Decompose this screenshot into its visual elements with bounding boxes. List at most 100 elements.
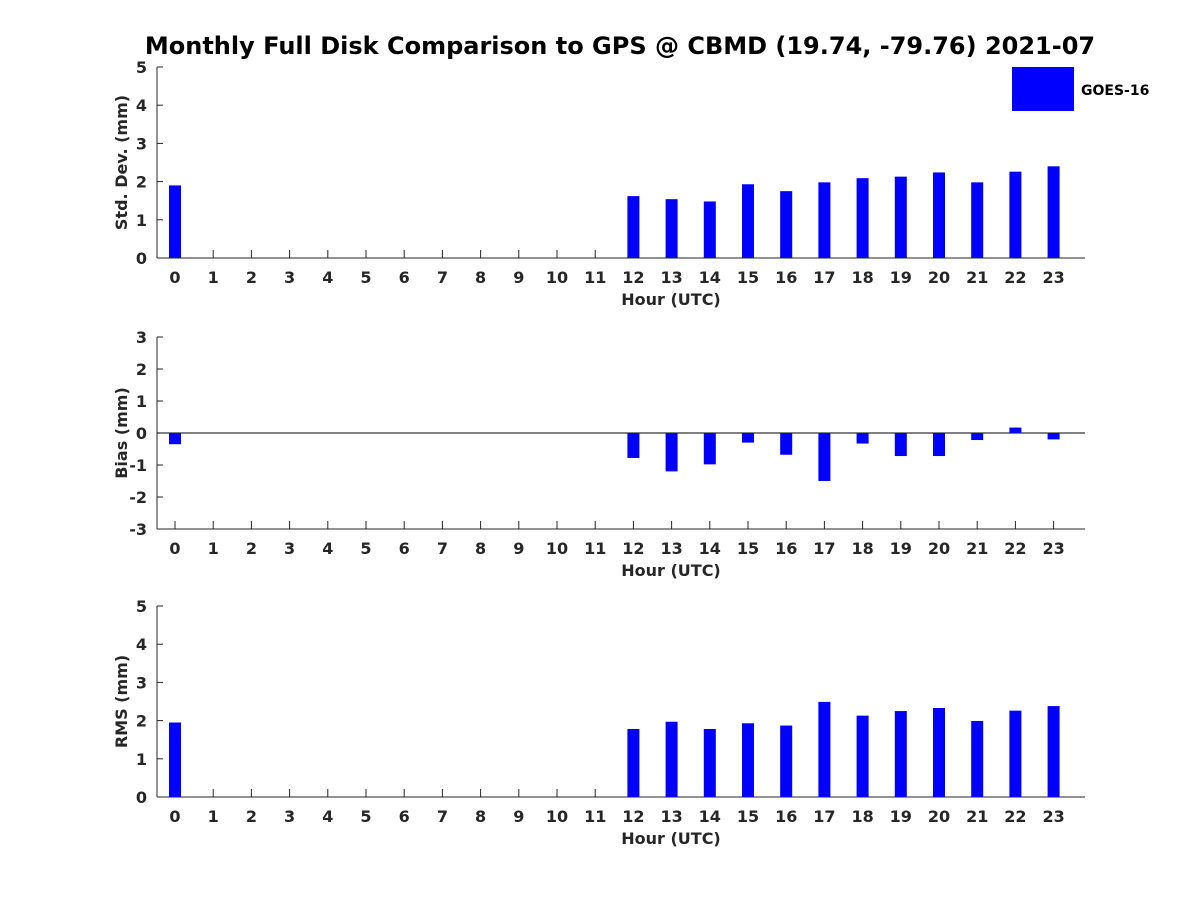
legend: GOES-16	[1012, 67, 1149, 111]
y-tick-label: 4	[136, 635, 147, 654]
legend-label: GOES-16	[1081, 83, 1149, 99]
x-tick-label: 1	[208, 268, 219, 287]
x-tick-label: 16	[775, 807, 797, 826]
bar	[742, 723, 754, 797]
x-tick-label: 9	[513, 539, 524, 558]
x-tick-label: 21	[966, 539, 988, 558]
y-tick-label: 0	[136, 424, 147, 443]
x-tick-label: 2	[246, 268, 257, 287]
x-tick-label: 6	[399, 539, 410, 558]
bar	[894, 433, 907, 457]
x-tick-label: 10	[546, 807, 568, 826]
bar	[1047, 706, 1060, 797]
x-tick-label: 0	[169, 539, 180, 558]
bar	[780, 191, 793, 258]
x-tick-label: 5	[360, 268, 371, 287]
x-tick-label: 23	[1042, 807, 1064, 826]
bar	[703, 433, 716, 465]
x-tick-label: 18	[851, 268, 873, 287]
y-tick-label: 2	[136, 360, 147, 379]
bar	[665, 433, 678, 472]
bar	[627, 196, 640, 258]
bar	[1009, 710, 1022, 797]
x-tick-label: 2	[246, 539, 257, 558]
x-tick-label: 11	[584, 539, 606, 558]
bar	[1009, 427, 1022, 433]
y-tick-label: 2	[136, 712, 147, 731]
y-axis-label: Std. Dev. (mm)	[112, 95, 131, 230]
x-tick-label: 0	[169, 268, 180, 287]
bar	[818, 433, 831, 481]
x-tick-label: 20	[928, 268, 950, 287]
x-tick-label: 19	[890, 268, 912, 287]
y-tick-label: 5	[136, 58, 147, 77]
bar	[856, 178, 869, 258]
x-tick-label: 11	[584, 268, 606, 287]
bar	[703, 729, 716, 797]
y-tick-label: 1	[136, 392, 147, 411]
x-tick-label: 7	[437, 268, 448, 287]
x-tick-label: 17	[813, 268, 835, 287]
x-tick-label: 3	[284, 807, 295, 826]
x-tick-label: 3	[284, 268, 295, 287]
x-tick-label: 22	[1004, 268, 1026, 287]
x-tick-label: 9	[513, 268, 524, 287]
x-tick-label: 20	[928, 807, 950, 826]
y-tick-label: 0	[136, 788, 147, 807]
x-tick-label: 9	[513, 807, 524, 826]
x-tick-label: 10	[546, 539, 568, 558]
x-tick-label: 18	[851, 807, 873, 826]
bar	[780, 725, 793, 797]
y-tick-label: 1	[136, 750, 147, 769]
bar	[169, 722, 181, 797]
legend-swatch	[1012, 67, 1074, 111]
x-tick-label: 17	[813, 807, 835, 826]
x-tick-label: 5	[360, 807, 371, 826]
x-tick-label: 15	[737, 268, 759, 287]
bar	[856, 715, 869, 797]
x-tick-label: 22	[1004, 539, 1026, 558]
bar	[818, 182, 831, 258]
y-tick-label: -1	[129, 456, 147, 475]
y-axis-label: RMS (mm)	[112, 655, 131, 748]
x-tick-label: 1	[208, 539, 219, 558]
bar	[1047, 166, 1060, 258]
bar	[894, 176, 907, 258]
x-tick-label: 14	[699, 268, 721, 287]
y-tick-label: -3	[129, 520, 147, 539]
bar	[780, 433, 793, 455]
x-axis-label: Hour (UTC)	[621, 829, 721, 848]
x-tick-label: 18	[851, 539, 873, 558]
x-tick-label: 8	[475, 539, 486, 558]
x-tick-label: 4	[322, 268, 333, 287]
y-tick-label: 5	[136, 597, 147, 616]
bar	[971, 433, 984, 441]
x-tick-label: 16	[775, 268, 797, 287]
bar	[627, 433, 640, 458]
x-tick-label: 11	[584, 807, 606, 826]
x-tick-label: 21	[966, 807, 988, 826]
x-tick-label: 2	[246, 807, 257, 826]
x-tick-label: 23	[1042, 539, 1064, 558]
x-tick-label: 14	[699, 539, 721, 558]
bar	[933, 707, 945, 797]
chart-title: Monthly Full Disk Comparison to GPS @ CB…	[145, 32, 1095, 60]
y-tick-label: -2	[129, 488, 147, 507]
x-tick-label: 13	[660, 807, 682, 826]
x-tick-label: 17	[813, 539, 835, 558]
x-tick-label: 13	[660, 268, 682, 287]
x-tick-label: 6	[399, 268, 410, 287]
bar	[1047, 433, 1060, 440]
x-axis-label: Hour (UTC)	[621, 290, 721, 309]
x-tick-label: 16	[775, 539, 797, 558]
x-tick-label: 8	[475, 807, 486, 826]
bar	[169, 433, 181, 445]
x-tick-label: 13	[660, 539, 682, 558]
x-tick-label: 4	[322, 539, 333, 558]
